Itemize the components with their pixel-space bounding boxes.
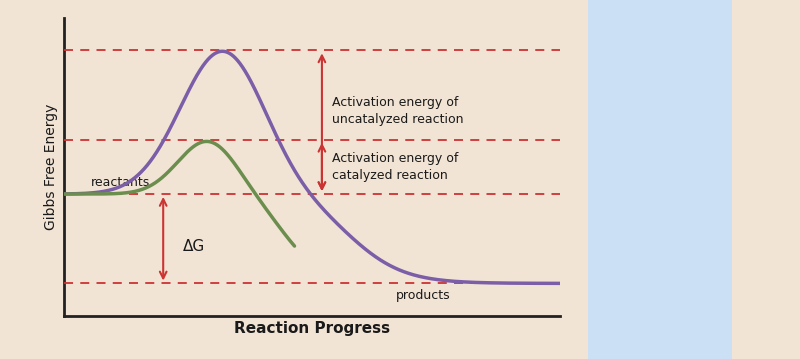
X-axis label: Reaction Progress: Reaction Progress (234, 321, 390, 336)
Text: Activation energy of
catalyzed reaction: Activation energy of catalyzed reaction (332, 152, 458, 182)
Text: products: products (396, 289, 451, 302)
Text: reactants: reactants (91, 176, 150, 188)
Text: ΔG: ΔG (183, 239, 206, 254)
Y-axis label: Gibbs Free Energy: Gibbs Free Energy (45, 104, 58, 230)
Text: Activation energy of
uncatalyzed reaction: Activation energy of uncatalyzed reactio… (332, 97, 463, 126)
